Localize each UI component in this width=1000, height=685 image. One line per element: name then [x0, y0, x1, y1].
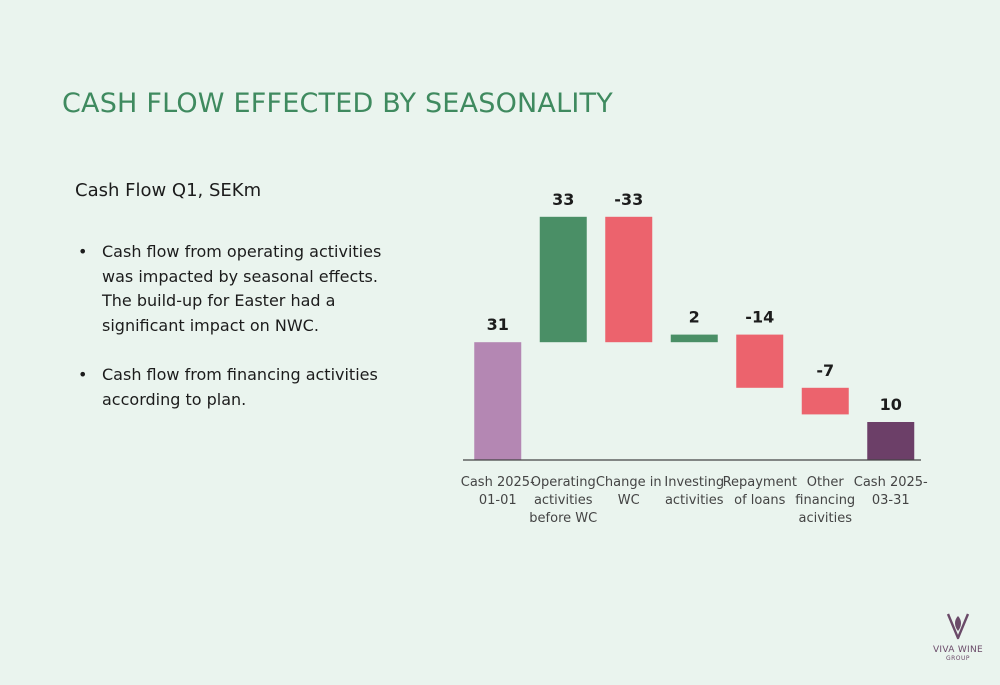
category-label: Change in: [596, 475, 662, 490]
bar: [539, 216, 587, 343]
data-label: 10: [880, 395, 902, 414]
bar: [801, 387, 849, 415]
bullet-item: • Cash flow from operating activities wa…: [78, 240, 408, 338]
category-label: Other: [807, 475, 845, 490]
category-label: acivities: [798, 511, 852, 526]
data-label: 2: [689, 308, 700, 327]
category-label: WC: [618, 493, 640, 508]
bar: [867, 422, 915, 460]
chart-subtitle: Cash Flow Q1, SEKm: [75, 180, 262, 201]
data-label: -14: [745, 308, 774, 327]
category-label: 01-01: [479, 493, 517, 508]
logo-group: GROUP: [945, 655, 971, 662]
bar: [670, 334, 718, 343]
category-label: activities: [665, 493, 724, 508]
bullet-dot: •: [78, 242, 88, 261]
bar: [736, 334, 784, 388]
category-label: 03-31: [872, 493, 910, 508]
category-label: Operating: [531, 475, 596, 490]
bar: [605, 216, 653, 343]
category-label: of loans: [734, 493, 785, 508]
data-label: 33: [552, 190, 574, 209]
category-label: before WC: [529, 511, 597, 526]
category-label: Cash 2025-: [854, 475, 928, 490]
bullet-dot: •: [78, 365, 88, 384]
logo-name: VIVA WINE: [932, 645, 984, 655]
bar: [474, 342, 522, 460]
bullet-item: • Cash flow from financing activities ac…: [78, 363, 408, 412]
category-label: Repayment: [723, 475, 797, 490]
data-label: -33: [614, 190, 643, 209]
bullet-text: Cash flow from financing activities acco…: [102, 365, 378, 409]
grape-v-icon: [946, 613, 970, 640]
data-label: 31: [487, 315, 509, 334]
category-label: Investing: [664, 475, 724, 490]
category-label: financing: [795, 493, 855, 508]
waterfall-chart: 31 Cash 2025- 01-01 33 Operating activities be…: [461, 190, 928, 526]
category-label: Cash 2025-: [461, 475, 535, 490]
page-title: CASH FLOW EFFECTED BY SEASONALITY: [62, 88, 613, 119]
company-logo: VIVA WINE GROUP: [928, 612, 988, 662]
bullet-list: • Cash flow from operating activities wa…: [78, 240, 408, 437]
data-label: -7: [816, 361, 834, 380]
category-label: activities: [534, 493, 593, 508]
bullet-text: Cash flow from operating activities was …: [102, 242, 382, 335]
